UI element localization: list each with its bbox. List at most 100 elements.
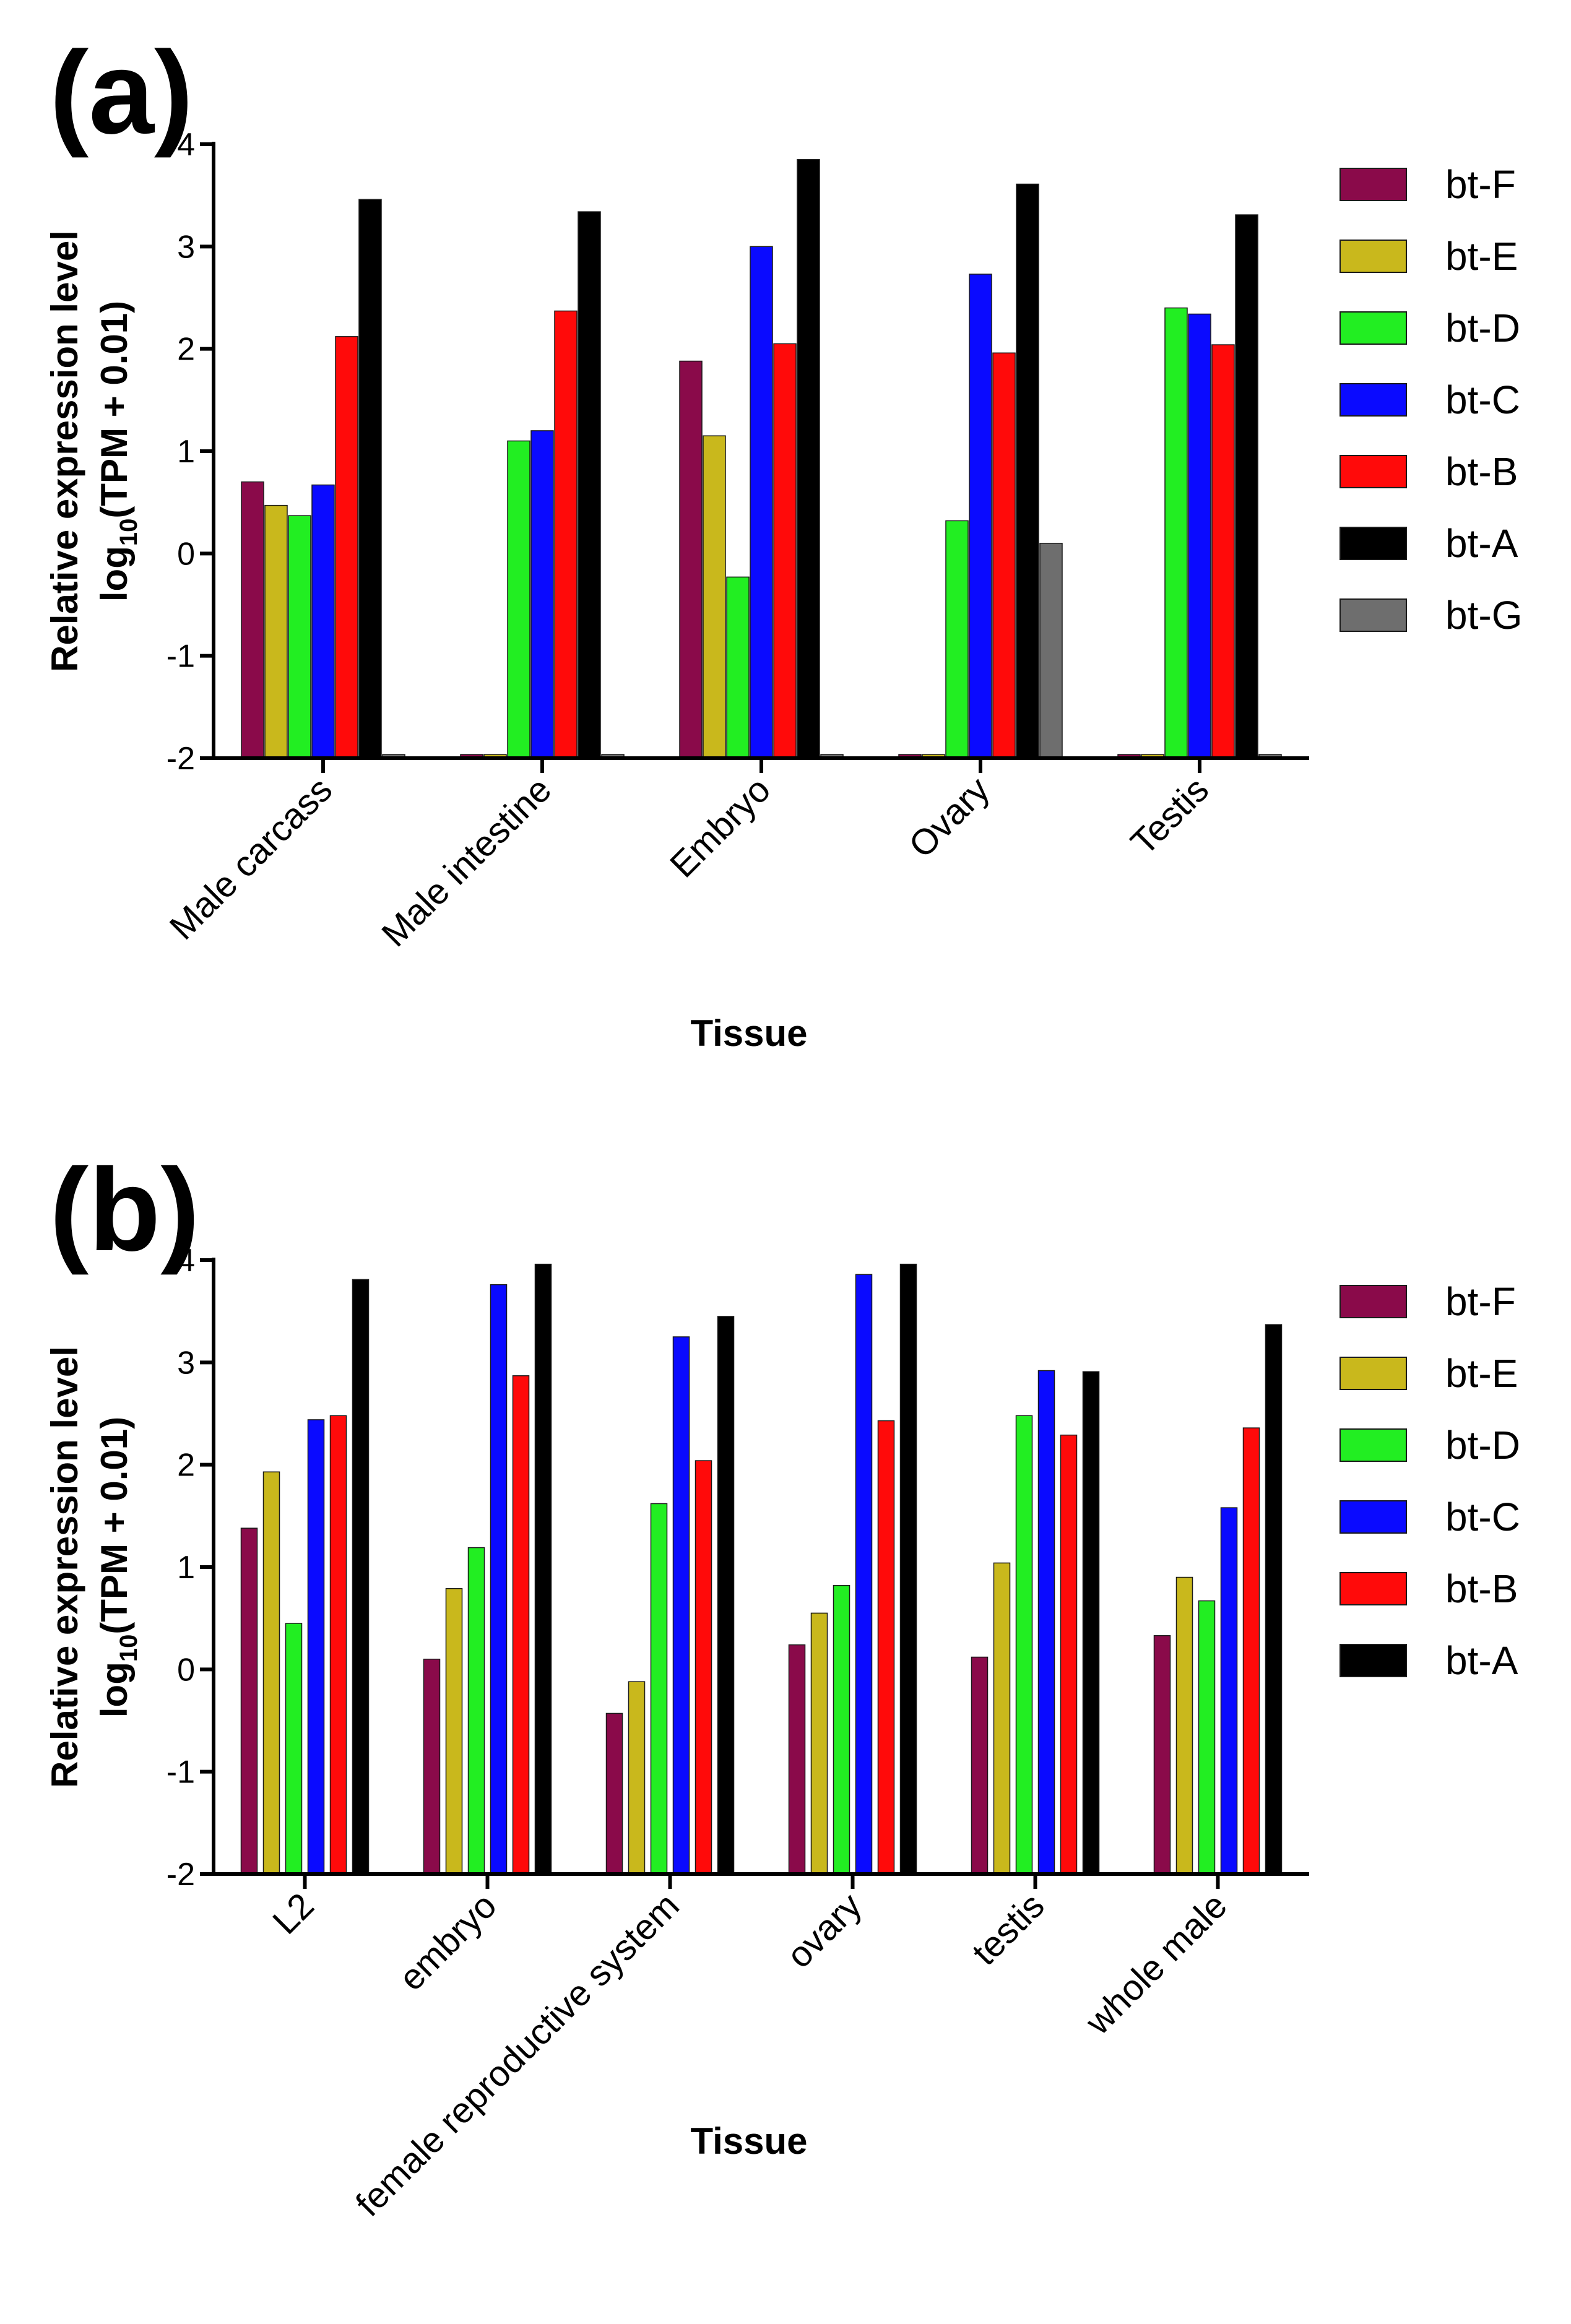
legend: bt-F bt-E bt-D bt-C bt-B bt-A	[1339, 1279, 1520, 1683]
bar-bt-c-male-intestine	[530, 430, 554, 759]
legend-label-bt-f: bt-F	[1445, 162, 1516, 207]
bar-bt-f-ovary	[788, 1644, 806, 1875]
bar-bt-g-ovary	[1039, 543, 1063, 759]
bar-bt-b-ovary	[992, 352, 1016, 759]
bar-bt-e-embryo	[445, 1587, 463, 1875]
x-category-label: Ovary	[901, 769, 997, 865]
legend-label-bt-a: bt-A	[1445, 1638, 1518, 1683]
bar-bt-a-male-intestine	[578, 211, 601, 759]
bar-bt-d-testis	[1015, 1415, 1033, 1875]
x-category-label: L2	[265, 1885, 322, 1942]
legend-swatch-bt-c	[1339, 383, 1407, 417]
y-tick-label: 1	[177, 434, 195, 470]
bar-bt-b-l2	[329, 1415, 347, 1875]
bar-bt-c-female-reproductive-system	[672, 1336, 690, 1875]
y-tick-label: -2	[167, 741, 195, 777]
bar-bt-d-male-intestine	[507, 440, 530, 759]
bar-bt-e-embryo	[703, 435, 726, 759]
y-tick-label: 4	[177, 127, 195, 163]
log-prefix: log	[93, 1662, 135, 1717]
bar-bt-f-embryo	[423, 1659, 441, 1875]
x-category-label: Male carcass	[162, 769, 340, 948]
bar-bt-c-l2	[307, 1419, 325, 1875]
bar-bt-c-embryo	[490, 1284, 508, 1875]
legend-swatch-bt-c	[1339, 1500, 1407, 1534]
y-tick-label: 2	[177, 332, 195, 368]
y-tick-label: 3	[177, 1345, 195, 1381]
y-axis-title: Relative expression level	[44, 1346, 85, 1788]
x-category-label: Male intestine	[374, 769, 559, 954]
bar-bt-a-embryo	[797, 159, 820, 759]
bar-bt-b-female-reproductive-system	[695, 1460, 712, 1875]
bar-bt-e-whole-male	[1175, 1576, 1193, 1875]
bar-bt-a-ovary	[899, 1263, 917, 1875]
x-category-label: testis	[964, 1885, 1052, 1973]
bar-bt-a-male-carcass	[358, 199, 382, 759]
log-prefix: log	[93, 546, 135, 602]
bar-bt-f-female-reproductive-system	[605, 1713, 623, 1875]
bar-bt-c-testis	[1037, 1370, 1055, 1875]
bar-bt-d-embryo	[467, 1547, 485, 1875]
bar-bt-c-ovary	[855, 1274, 873, 1875]
log-subscript: 10	[115, 519, 142, 546]
bar-bt-a-testis	[1082, 1371, 1100, 1875]
legend-label-bt-g: bt-G	[1445, 593, 1522, 637]
bar-bt-e-female-reproductive-system	[628, 1681, 646, 1875]
bar-bt-b-embryo	[512, 1375, 530, 1875]
y-tick-label: 1	[177, 1550, 195, 1586]
bar-bt-f-male-carcass	[241, 481, 264, 759]
bar-bt-c-ovary	[969, 274, 992, 759]
legend-swatch-bt-f	[1339, 168, 1407, 201]
bar-bt-c-whole-male	[1220, 1507, 1238, 1875]
y-tick-label: -1	[167, 639, 195, 675]
legend-swatch-bt-f	[1339, 1285, 1407, 1318]
legend-label-bt-a: bt-A	[1445, 521, 1518, 566]
bar-bt-b-embryo	[773, 343, 797, 759]
bar-bt-a-l2	[352, 1279, 370, 1875]
legend-swatch-bt-e	[1339, 240, 1407, 273]
legend-swatch-bt-b	[1339, 455, 1407, 488]
y-axis-subtitle: log10(TPM + 0.01)	[93, 301, 142, 602]
log-argument: (TPM + 0.01)	[93, 1417, 135, 1635]
bar-bt-e-male-carcass	[264, 504, 288, 759]
bar-bt-c-embryo	[750, 246, 773, 759]
y-tick-label: 0	[177, 1652, 195, 1688]
bar-bt-d-female-reproductive-system	[650, 1503, 668, 1875]
panel-label: (b)	[50, 1144, 200, 1276]
legend-swatch-bt-a	[1339, 527, 1407, 560]
bar-bt-b-whole-male	[1242, 1427, 1260, 1875]
bar-bt-b-testis	[1211, 344, 1235, 759]
legend-label-bt-c: bt-C	[1445, 1495, 1520, 1539]
legend-swatch-bt-b	[1339, 1572, 1407, 1605]
bar-bt-d-testis	[1164, 307, 1188, 759]
legend-label-bt-b: bt-B	[1445, 1566, 1518, 1611]
legend-label-bt-f: bt-F	[1445, 1279, 1516, 1324]
bar-bt-e-l2	[262, 1471, 280, 1875]
bar-bt-f-embryo	[679, 360, 703, 759]
y-tick-label: 4	[177, 1243, 195, 1279]
x-category-label: Testis	[1123, 769, 1216, 863]
bar-bt-d-ovary	[833, 1585, 850, 1875]
bar-bt-a-testis	[1235, 214, 1258, 759]
bar-bt-f-l2	[240, 1527, 258, 1875]
x-category-label: ovary	[779, 1885, 869, 1976]
legend-label-bt-c: bt-C	[1445, 378, 1520, 422]
bar-bt-d-whole-male	[1198, 1600, 1216, 1875]
bar-bt-a-embryo	[534, 1263, 552, 1875]
log-argument: (TPM + 0.01)	[93, 301, 135, 519]
bar-bt-e-testis	[993, 1562, 1011, 1875]
bar-bt-f-whole-male	[1153, 1635, 1171, 1875]
legend-swatch-bt-e	[1339, 1357, 1407, 1390]
bar-bt-d-ovary	[945, 520, 969, 759]
bar-bt-a-ovary	[1016, 183, 1039, 759]
x-axis-title: Tissue	[691, 2120, 808, 2162]
bar-bt-f-testis	[971, 1656, 989, 1875]
bar-bt-b-male-carcass	[335, 336, 358, 759]
y-axis-subtitle: log10(TPM + 0.01)	[93, 1417, 142, 1717]
bar-bt-d-male-carcass	[288, 515, 311, 759]
log-subscript: 10	[115, 1635, 142, 1662]
bar-bt-b-ovary	[877, 1420, 895, 1875]
legend-swatch-bt-g	[1339, 598, 1407, 632]
